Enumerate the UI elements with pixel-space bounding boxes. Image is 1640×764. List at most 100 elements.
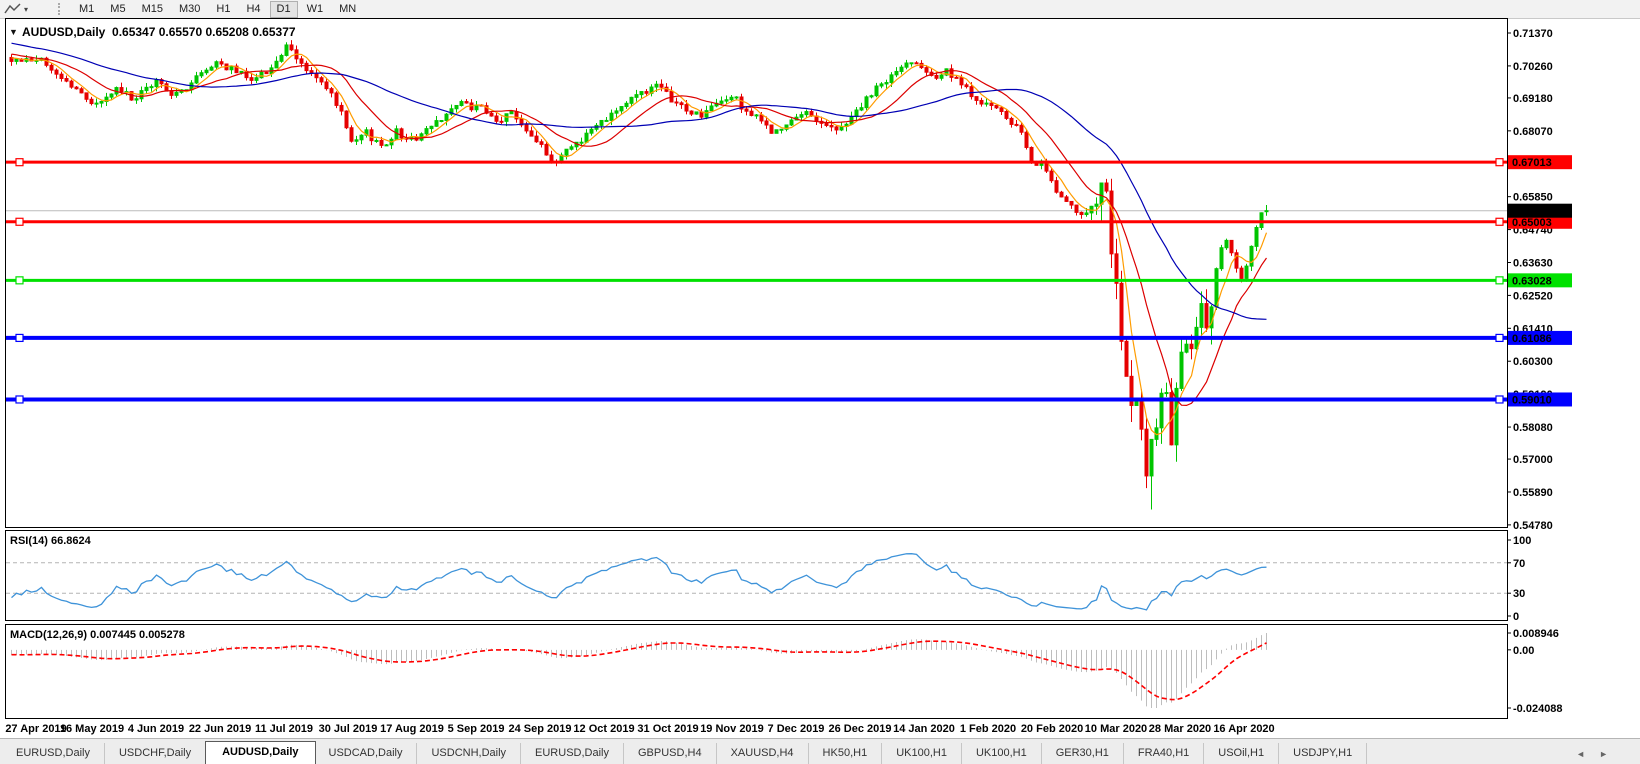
- svg-text:17 Aug 2019: 17 Aug 2019: [380, 723, 444, 735]
- chart-tab-audusd-daily-2[interactable]: AUDUSD,Daily: [205, 741, 316, 764]
- svg-text:0.61086: 0.61086: [1512, 333, 1552, 345]
- svg-text:16 Apr 2020: 16 Apr 2020: [1213, 723, 1274, 735]
- panel-border: [5, 18, 1508, 528]
- svg-text:0.67013: 0.67013: [1512, 157, 1552, 169]
- ma-fast-line[interactable]: [11, 53, 1268, 436]
- svg-text:0.00: 0.00: [1513, 645, 1534, 657]
- chart-tab-gbpusd-h4-6[interactable]: GBPUSD,H4: [624, 743, 717, 764]
- timeframe-button-H1[interactable]: H1: [216, 2, 231, 15]
- svg-text:0.54780: 0.54780: [1513, 520, 1553, 532]
- svg-text:5 Sep 2019: 5 Sep 2019: [448, 723, 505, 735]
- timeframe-button-D1[interactable]: D1: [269, 0, 298, 18]
- svg-text:0.68070: 0.68070: [1513, 126, 1553, 138]
- svg-text:0.63630: 0.63630: [1513, 257, 1553, 269]
- hlines-layer[interactable]: [6, 158, 1507, 404]
- chart-tab-eurusd-daily-5[interactable]: EURUSD,Daily: [521, 743, 624, 764]
- svg-text:0.58080: 0.58080: [1513, 422, 1553, 434]
- chevron-down-icon: ▾: [24, 4, 29, 14]
- svg-text:30: 30: [1513, 588, 1525, 600]
- svg-text:0.60300: 0.60300: [1513, 356, 1553, 368]
- svg-text:70: 70: [1513, 558, 1525, 570]
- macd-indicator-label: MACD(12,26,9) 0.007445 0.005278: [10, 629, 185, 641]
- svg-text:4 Jun 2019: 4 Jun 2019: [128, 723, 184, 735]
- zigzag-line-icon: [4, 3, 21, 14]
- chart-tab-usdcnh-daily-4[interactable]: USDCNH,Daily: [417, 743, 522, 764]
- svg-text:16 May 2019: 16 May 2019: [60, 723, 124, 735]
- chart-tab-usdchf-daily-1[interactable]: USDCHF,Daily: [105, 743, 207, 764]
- rsi-indicator-label: RSI(14) 66.8624: [10, 535, 91, 547]
- svg-text:0.59010: 0.59010: [1512, 394, 1552, 406]
- svg-text:30 Jul 2019: 30 Jul 2019: [319, 723, 378, 735]
- chart-tab-usdjpy-h1-14[interactable]: USDJPY,H1: [1279, 743, 1368, 764]
- svg-text:0.70260: 0.70260: [1513, 61, 1553, 73]
- svg-text:20 Feb 2020: 20 Feb 2020: [1021, 723, 1083, 735]
- chart-tab-bar: EURUSD,Daily USDCHF,Daily AUDUSD,Daily USDC…: [0, 738, 1640, 764]
- timeframe-button-M5[interactable]: M5: [110, 2, 126, 15]
- one-click-dropdown-icon[interactable]: ▼: [9, 27, 18, 37]
- svg-text:0.008946: 0.008946: [1513, 628, 1559, 640]
- scroll-right-icon[interactable]: ►: [1599, 749, 1622, 759]
- svg-text:0.63028: 0.63028: [1512, 275, 1552, 287]
- timeframe-button-M30[interactable]: M30: [178, 2, 201, 15]
- svg-text:1 Feb 2020: 1 Feb 2020: [960, 723, 1016, 735]
- chart-tab-ger30-h1-11[interactable]: GER30,H1: [1042, 743, 1124, 764]
- chart-tab-fra40-h1-12[interactable]: FRA40,H1: [1124, 743, 1205, 764]
- chart-tab-usoil-h1-13[interactable]: USOil,H1: [1204, 743, 1280, 764]
- rsi-line: [11, 553, 1267, 611]
- chart-tabs: EURUSD,Daily USDCHF,Daily AUDUSD,Daily USDC…: [0, 741, 1368, 764]
- svg-text:10 Mar 2020: 10 Mar 2020: [1085, 723, 1147, 735]
- chart-tab-uk100-h1-10[interactable]: UK100,H1: [962, 743, 1042, 764]
- chart-symbol: AUDUSD,Daily: [22, 25, 106, 39]
- svg-text:0.69180: 0.69180: [1513, 93, 1553, 105]
- svg-text:7 Dec 2019: 7 Dec 2019: [768, 723, 825, 735]
- panel-border: [5, 530, 1508, 621]
- tab-scroll-arrows[interactable]: ◄►: [1576, 749, 1622, 759]
- svg-text:26 Dec 2019: 26 Dec 2019: [829, 723, 892, 735]
- scroll-left-icon[interactable]: ◄: [1576, 749, 1600, 759]
- chart-ohlc-values: 0.65347 0.65570 0.65208 0.65377: [112, 25, 296, 39]
- svg-text:0.65377: 0.65377: [1512, 206, 1552, 218]
- timeframe-button-MN[interactable]: MN: [339, 2, 357, 15]
- timeframe-button-M15[interactable]: M15: [141, 2, 163, 15]
- svg-text:24 Sep 2019: 24 Sep 2019: [509, 723, 572, 735]
- timeframe-buttons: M1 M5 M15 M30 H1 H4 D1 W1 MN: [71, 0, 364, 18]
- svg-text:14 Jan 2020: 14 Jan 2020: [893, 723, 955, 735]
- svg-text:12 Oct 2019: 12 Oct 2019: [573, 723, 634, 735]
- svg-text:0.71370: 0.71370: [1513, 28, 1553, 40]
- rsi-panel: 100 70 30 0: [6, 535, 1531, 623]
- timeframe-button-H4[interactable]: H4: [246, 2, 261, 15]
- timeframe-button-W1[interactable]: W1: [306, 2, 324, 15]
- svg-text:0.57000: 0.57000: [1513, 454, 1553, 466]
- svg-text:0: 0: [1513, 611, 1519, 623]
- chart-title[interactable]: AUDUSD,Daily 0.65347 0.65570 0.65208 0.6…: [22, 25, 296, 39]
- chart-tab-hk50-h1-8[interactable]: HK50,H1: [809, 743, 883, 764]
- toolbar-grip[interactable]: [58, 3, 63, 15]
- panel-border: [5, 624, 1508, 719]
- svg-text:100: 100: [1513, 535, 1531, 547]
- timeframe-toolbar: ▾ M1 M5 M15 M30 H1 H4 D1 W1 MN: [0, 0, 1640, 19]
- price-axis[interactable]: 0.713700.702600.691800.680700.669600.658…: [1507, 28, 1572, 532]
- macd-panel: 0.008946 0.00 -0.024088: [11, 628, 1563, 715]
- svg-text:0.65850: 0.65850: [1513, 192, 1553, 204]
- chart-tab-xauusd-h4-7[interactable]: XAUUSD,H4: [717, 743, 809, 764]
- svg-text:27 Apr 2019: 27 Apr 2019: [5, 723, 66, 735]
- chart-tab-uk100-h1-9[interactable]: UK100,H1: [882, 743, 962, 764]
- svg-text:0.62520: 0.62520: [1513, 290, 1553, 302]
- ma-slow-line[interactable]: [11, 42, 1267, 320]
- svg-text:19 Nov 2019: 19 Nov 2019: [700, 723, 764, 735]
- svg-text:11 Jul 2019: 11 Jul 2019: [255, 723, 313, 735]
- svg-text:0.55890: 0.55890: [1513, 487, 1553, 499]
- svg-text:28 Mar 2020: 28 Mar 2020: [1149, 723, 1211, 735]
- ma-mid-line[interactable]: [11, 53, 1267, 407]
- trendline-tool-icon[interactable]: ▾: [0, 1, 32, 17]
- svg-text:0.65003: 0.65003: [1512, 217, 1552, 229]
- svg-text:-0.024088: -0.024088: [1513, 703, 1563, 715]
- chart-tab-usdcad-daily-3[interactable]: USDCAD,Daily: [315, 743, 418, 764]
- timeframe-button-M1[interactable]: M1: [79, 2, 95, 15]
- svg-text:31 Oct 2019: 31 Oct 2019: [637, 723, 698, 735]
- macd-signal-line: [11, 640, 1267, 701]
- price-chart[interactable]: 0.713700.702600.691800.680700.669600.658…: [0, 18, 1640, 738]
- chart-tab-eurusd-daily-0[interactable]: EURUSD,Daily: [2, 743, 105, 764]
